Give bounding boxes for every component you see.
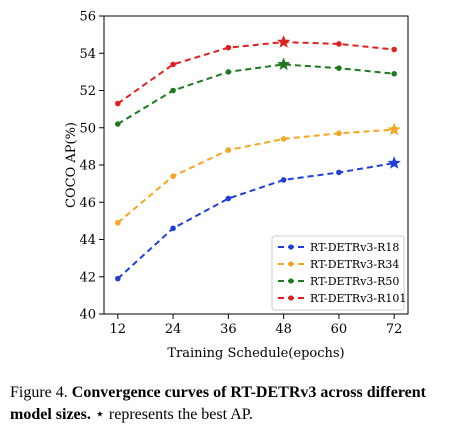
series-rt-detrv3-r101 — [115, 35, 397, 107]
data-point — [170, 225, 176, 232]
data-point — [336, 65, 342, 71]
data-point — [336, 41, 342, 47]
legend-label: RT-DETRv3-R18 — [310, 241, 399, 254]
best-point-star — [387, 122, 401, 136]
x-tick-label: 36 — [220, 322, 237, 337]
legend-label: RT-DETRv3-R34 — [310, 258, 399, 271]
best-point-star — [276, 35, 291, 48]
data-point — [391, 70, 397, 77]
legend-swatch-marker — [288, 278, 294, 284]
caption-rest-text: ⋆ represents the best AP. — [94, 406, 253, 423]
series-line — [117, 41, 395, 105]
x-tick-label: 12 — [110, 322, 127, 337]
series-line — [117, 128, 395, 224]
legend-swatch-marker — [288, 244, 294, 250]
data-point — [170, 61, 176, 68]
x-tick-label: 24 — [165, 322, 182, 337]
data-point — [336, 130, 342, 137]
y-tick-label: 40 — [79, 308, 96, 323]
y-tick-label: 56 — [79, 10, 96, 25]
legend-label: RT-DETRv3-R101 — [310, 292, 406, 305]
figure-caption: Figure 4. Convergence curves of RT-DETRv… — [10, 382, 468, 426]
legend-box — [271, 235, 405, 311]
legend-swatch-marker — [288, 295, 294, 301]
series-line — [117, 63, 395, 125]
legend-swatch-marker — [288, 261, 294, 267]
y-tick-label: 54 — [79, 47, 96, 62]
y-tick-label: 46 — [79, 196, 96, 211]
chart-marks — [115, 35, 401, 282]
data-point — [280, 177, 287, 183]
x-axis-label: Training Schedule(epochs) — [167, 346, 344, 361]
y-tick-label: 42 — [79, 270, 96, 285]
data-point — [225, 69, 232, 75]
legend-label: RT-DETRv3-R50 — [310, 275, 399, 288]
caption-prefix: Figure 4. — [10, 384, 68, 401]
data-point — [336, 169, 342, 176]
line-chart: 12 24 36 48 60 72 40 42 44 46 48 50 52 54 56 Training … — [64, 10, 409, 361]
data-point — [225, 147, 232, 153]
y-tick-label: 44 — [79, 233, 96, 248]
data-point — [225, 44, 232, 51]
best-point-star — [387, 156, 401, 169]
x-tick-label: 48 — [275, 322, 292, 337]
data-point — [170, 173, 176, 179]
series-rt-detrv3-r34 — [115, 122, 401, 226]
data-point — [115, 275, 121, 282]
figure: 12 24 36 48 60 72 40 42 44 46 48 50 52 54 56 Training … — [64, 10, 409, 361]
data-point — [280, 136, 287, 142]
chart-axes: 12 24 36 48 60 72 40 42 44 46 48 50 52 54 56 — [79, 10, 402, 338]
x-tick-label: 60 — [331, 322, 348, 337]
data-point — [391, 46, 397, 53]
y-axis-label: COCO AP(%) — [64, 122, 79, 208]
data-point — [115, 121, 121, 127]
data-point — [115, 100, 121, 107]
series-rt-detrv3-r50 — [115, 57, 397, 127]
best-point-star — [276, 57, 291, 71]
y-tick-label: 48 — [79, 159, 96, 174]
y-tick-label: 52 — [79, 84, 96, 99]
data-point — [225, 195, 232, 202]
data-point — [115, 219, 121, 226]
data-point — [170, 87, 176, 94]
series-line — [117, 162, 395, 280]
series-rt-detrv3-r18 — [115, 156, 401, 282]
x-tick-label: 72 — [386, 322, 403, 337]
legend: RT-DETRv3-R18 RT-DETRv3-R34 RT-DETRv3-R50 R… — [271, 235, 406, 311]
y-tick-label: 50 — [79, 121, 96, 136]
caption-bold-text: Convergence curves of RT-DETRv3 across d… — [10, 384, 426, 423]
